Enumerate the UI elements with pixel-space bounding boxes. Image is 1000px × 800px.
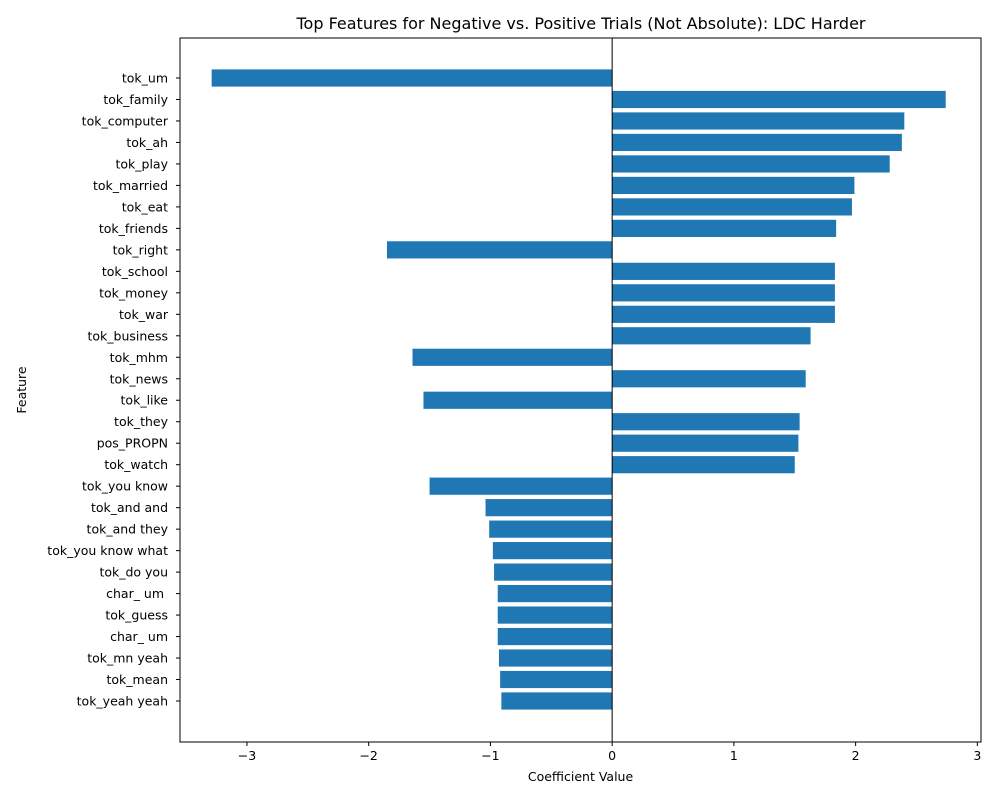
bar-tok_right: [386, 241, 613, 259]
feature-label: tok_computer: [82, 113, 169, 128]
bar-tok_and-and: [485, 499, 613, 517]
bar-tok_mn-yeah: [498, 649, 613, 667]
bar-tok_mean: [500, 670, 613, 689]
bar-tok_do-you: [494, 563, 613, 581]
feature-label: tok_school: [102, 264, 168, 279]
feature-label: tok_eat: [122, 199, 168, 214]
bar-tok_guess: [497, 606, 613, 624]
bar-tok_eat: [612, 198, 852, 216]
plot-frame: [179, 37, 982, 743]
feature-label: tok_um: [122, 71, 168, 86]
x-axis-ticks: −3 −2 −1 0 1 2 3: [238, 742, 981, 763]
bar-tok_yeah-yeah: [501, 692, 613, 710]
feature-label: tok_watch: [104, 457, 168, 472]
bar-tok_friends: [612, 219, 837, 237]
bar-tok_you-know-what: [492, 542, 613, 560]
bar-tok_married: [612, 176, 855, 195]
bar-tok_computer: [612, 112, 905, 130]
bar-tok_mhm: [412, 348, 613, 366]
feature-label: tok_mhm: [110, 350, 168, 365]
y-axis-label: Feature: [14, 366, 29, 414]
feature-label: char_ um: [106, 586, 168, 601]
feature-label: tok_do you: [99, 565, 168, 580]
bar-tok_family: [612, 90, 946, 109]
feature-label: tok_guess: [105, 608, 168, 623]
bars: [211, 69, 946, 710]
x-tick-label: 2: [852, 748, 860, 763]
chart-title: Top Features for Negative vs. Positive T…: [295, 14, 865, 33]
bar-tok_like: [423, 391, 613, 409]
feature-label: tok_and they: [87, 522, 169, 537]
bar-tok_you-know: [429, 477, 613, 495]
feature-label: tok_money: [99, 285, 168, 300]
feature-label: tok_right: [113, 242, 169, 257]
bar-tok_school: [612, 262, 835, 280]
x-axis-label: Coefficient Value: [528, 769, 634, 784]
bar-tok_business: [612, 327, 811, 345]
feature-label: tok_ah: [126, 135, 168, 150]
feature-label: tok_like: [121, 393, 169, 408]
feature-label: tok_business: [87, 328, 168, 343]
feature-label: tok_mean: [107, 672, 169, 687]
bar-char_-um: [497, 584, 613, 603]
feature-label: tok_they: [114, 414, 169, 429]
feature-label: tok_married: [93, 178, 168, 193]
bar-tok_watch: [612, 456, 795, 474]
x-tick-label: 0: [608, 748, 616, 763]
x-tick-label: 3: [973, 748, 981, 763]
bar-tok_play: [612, 155, 890, 173]
feature-label: tok_yeah yeah: [77, 694, 168, 709]
feature-label: tok_family: [103, 92, 168, 107]
feature-label: tok_play: [115, 156, 168, 171]
feature-label: tok_mn yeah: [87, 651, 168, 666]
x-tick-label: −2: [359, 748, 377, 763]
feature-label: tok_and and: [91, 500, 168, 515]
feature-labels: tok_um tok_family tok_computer tok_ah tok_pl…: [47, 71, 180, 709]
feature-label: tok_friends: [99, 221, 168, 236]
bar-pos_PROPN: [612, 434, 799, 452]
bar-tok_money: [612, 284, 835, 302]
bar-tok_um: [211, 69, 613, 87]
bar-tok_they: [612, 413, 800, 431]
bar-tok_ah: [612, 133, 902, 152]
feature-label: tok_you know: [82, 479, 168, 494]
x-tick-label: −1: [481, 748, 499, 763]
x-tick-label: 1: [730, 748, 738, 763]
feature-label: tok_you know what: [47, 543, 168, 558]
x-tick-label: −3: [238, 748, 256, 763]
bar-tok_news: [612, 370, 806, 388]
feature-label: tok_news: [110, 371, 168, 386]
feature-label: tok_war: [119, 307, 169, 322]
bar-char_-um: [497, 627, 613, 646]
feature-label: char_ um: [110, 629, 168, 644]
bar-tok_war: [612, 305, 835, 323]
bar-tok_and-they: [489, 520, 613, 538]
feature-label: pos_PROPN: [97, 436, 168, 451]
